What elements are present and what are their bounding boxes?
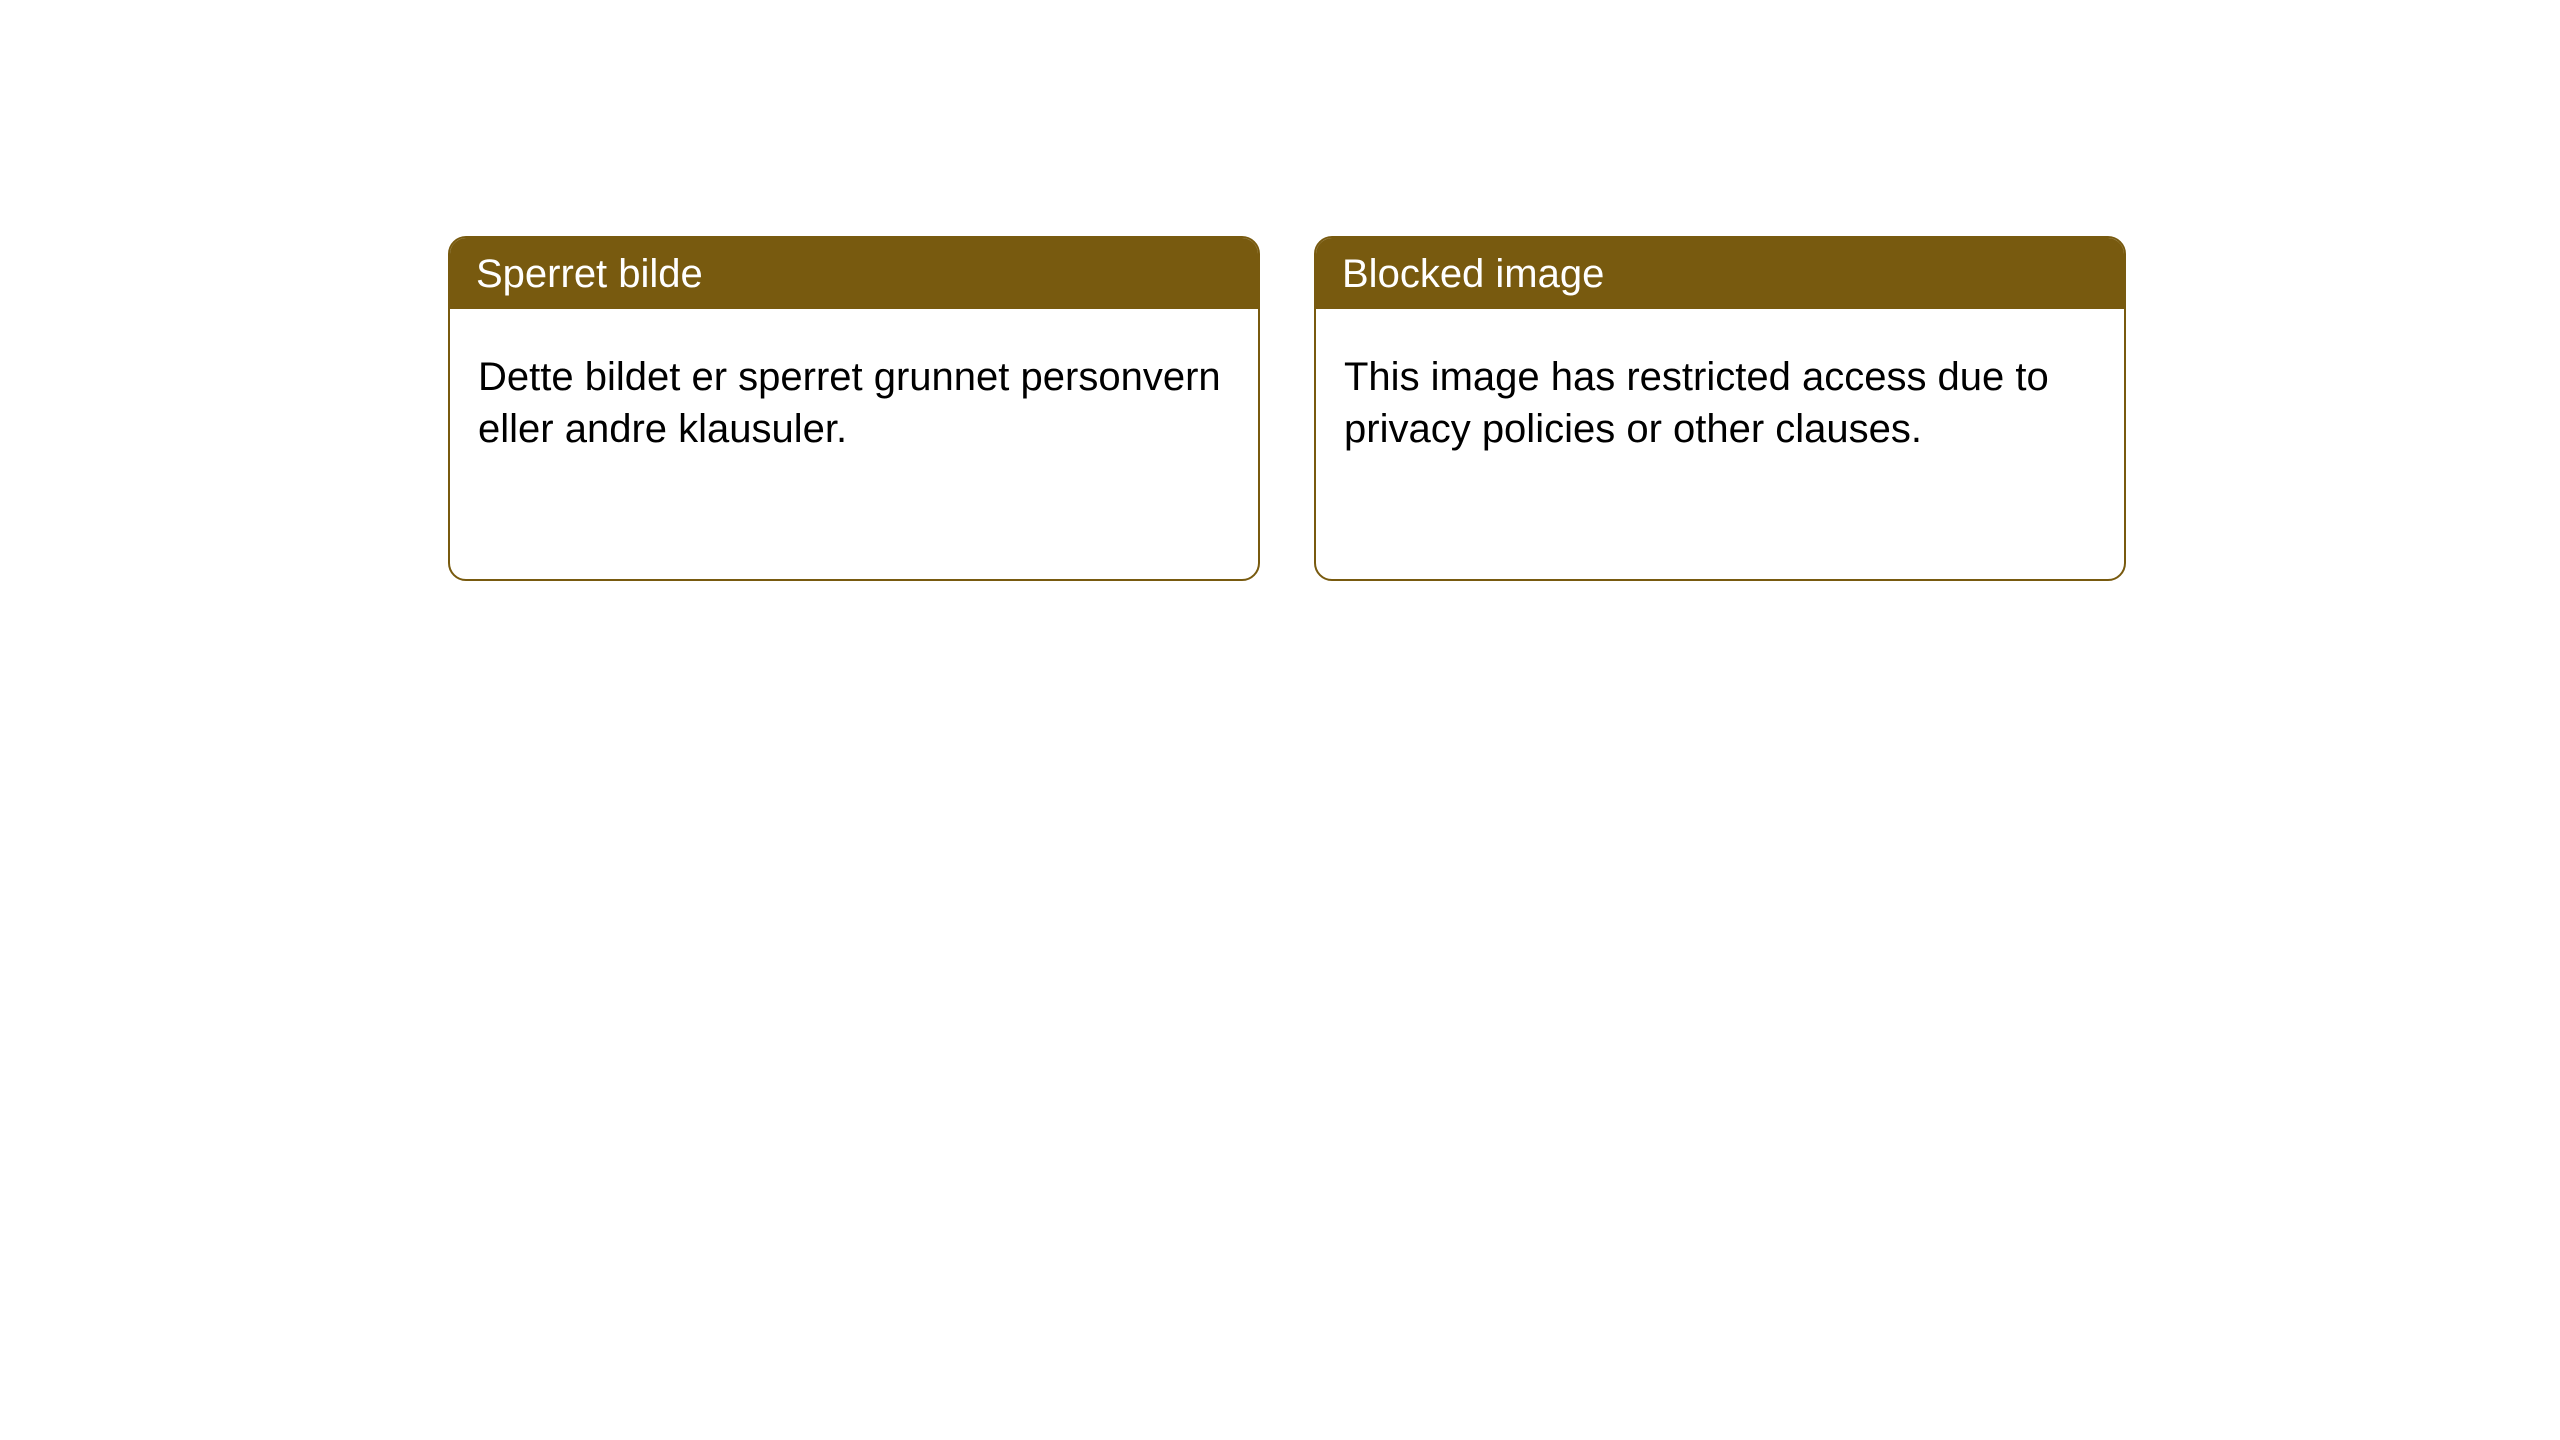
card-body: This image has restricted access due to … <box>1316 309 2124 579</box>
card-message: This image has restricted access due to … <box>1344 351 2096 455</box>
card-header: Sperret bilde <box>450 238 1258 309</box>
card-title: Blocked image <box>1342 252 1604 296</box>
blocked-image-card-no: Sperret bilde Dette bildet er sperret gr… <box>448 236 1260 581</box>
card-header: Blocked image <box>1316 238 2124 309</box>
notice-container: Sperret bilde Dette bildet er sperret gr… <box>0 0 2560 581</box>
card-title: Sperret bilde <box>476 252 703 296</box>
card-message: Dette bildet er sperret grunnet personve… <box>478 351 1230 455</box>
card-body: Dette bildet er sperret grunnet personve… <box>450 309 1258 579</box>
blocked-image-card-en: Blocked image This image has restricted … <box>1314 236 2126 581</box>
